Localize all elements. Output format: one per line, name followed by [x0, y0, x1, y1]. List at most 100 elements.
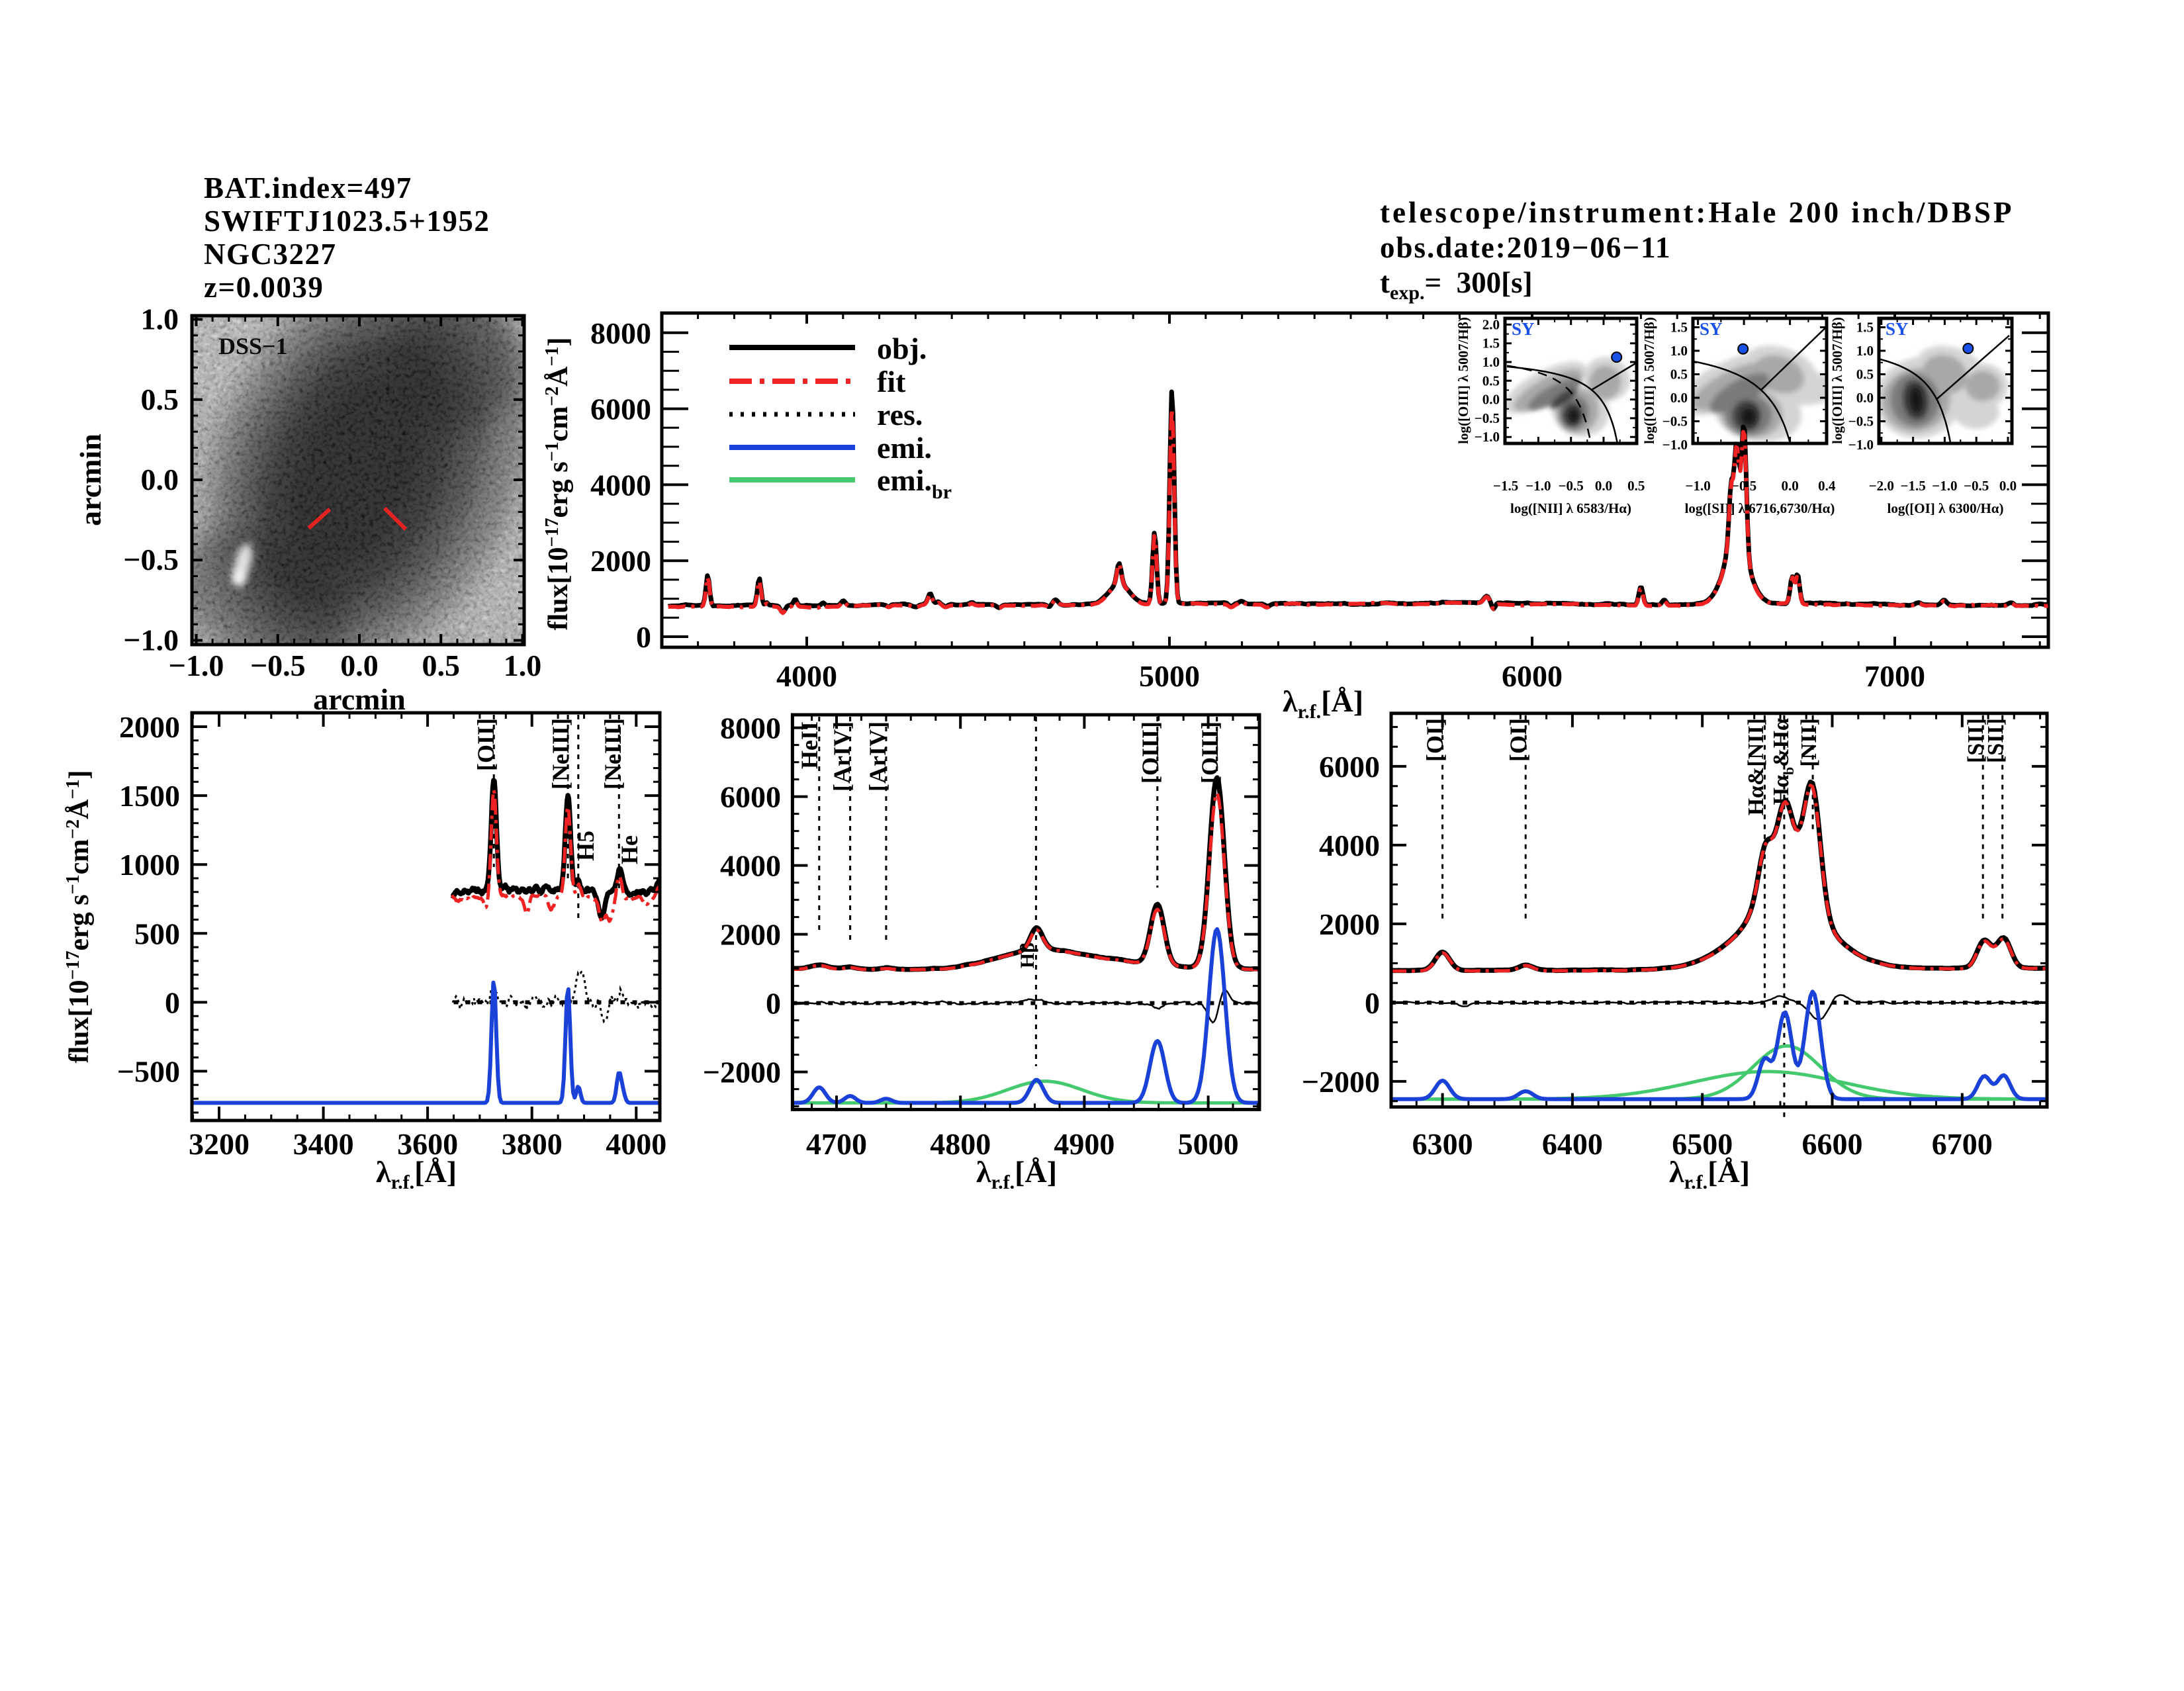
svg-text:0: 0: [165, 985, 180, 1019]
svg-text:8000: 8000: [590, 316, 651, 350]
svg-text:0.5: 0.5: [1627, 478, 1645, 494]
svg-text:6600: 6600: [1802, 1127, 1863, 1161]
svg-text:6500: 6500: [1672, 1127, 1733, 1161]
svg-text:0.5: 0.5: [1482, 373, 1500, 388]
svg-text:λr.f.[Å]: λr.f.[Å]: [976, 1155, 1057, 1193]
svg-text:3800: 3800: [502, 1127, 563, 1161]
svg-text:log([SII] λ 6716,6730/Hα): log([SII] λ 6716,6730/Hα): [1685, 500, 1835, 516]
svg-text:6000: 6000: [1319, 750, 1380, 784]
svg-text:−1.0: −1.0: [1685, 478, 1710, 494]
svg-text:DSS−1: DSS−1: [218, 333, 288, 359]
svg-text:λr.f.[Å]: λr.f.[Å]: [376, 1155, 457, 1193]
svg-text:−0.5: −0.5: [1848, 414, 1874, 430]
svg-text:−1.0: −1.0: [1525, 478, 1551, 494]
svg-text:−0.5: −0.5: [1731, 478, 1756, 494]
svg-text:4000: 4000: [776, 659, 837, 693]
svg-text:0: 0: [636, 620, 651, 654]
svg-text:7000: 7000: [1864, 659, 1925, 693]
svg-text:1.0: 1.0: [141, 302, 179, 336]
svg-text:8000: 8000: [720, 711, 781, 745]
svg-text:−0.5: −0.5: [1662, 414, 1688, 430]
svg-text:[OIII]: [OIII]: [1137, 721, 1163, 784]
svg-text:6700: 6700: [1932, 1127, 1993, 1161]
svg-text:1.0: 1.0: [1482, 354, 1500, 370]
svg-text:3400: 3400: [293, 1127, 354, 1161]
svg-text:emi.: emi.: [877, 431, 932, 465]
svg-text:−0.5: −0.5: [250, 649, 306, 682]
svg-text:−0.5: −0.5: [1559, 478, 1584, 494]
svg-text:−1.0: −1.0: [1662, 437, 1688, 453]
svg-text:0.0: 0.0: [1856, 390, 1874, 406]
svg-text:Hαb&Hα: Hαb&Hα: [1769, 718, 1797, 805]
svg-text:[ArIV]: [ArIV]: [864, 721, 891, 792]
svg-text:[SII]: [SII]: [1983, 718, 2008, 763]
svg-text:He: He: [616, 835, 643, 864]
svg-text:6400: 6400: [1542, 1127, 1603, 1161]
svg-text:−2.0: −2.0: [1869, 478, 1894, 494]
svg-text:4800: 4800: [930, 1127, 991, 1161]
svg-text:log([OIII] λ 5007/Hβ): log([OIII] λ 5007/Hβ): [1455, 317, 1471, 444]
svg-text:0.0: 0.0: [1999, 478, 2017, 494]
svg-text:[ArIV]: [ArIV]: [829, 721, 855, 792]
svg-text:2000: 2000: [119, 710, 180, 744]
svg-text:λr.f.[Å]: λr.f.[Å]: [1669, 1155, 1750, 1193]
svg-text:5000: 5000: [1178, 1127, 1239, 1161]
svg-text:0.0: 0.0: [1482, 392, 1500, 408]
svg-text:2000: 2000: [1319, 907, 1380, 941]
svg-text:NGC3227: NGC3227: [204, 238, 337, 271]
svg-text:4000: 4000: [590, 468, 651, 502]
svg-text:−2000: −2000: [703, 1056, 781, 1089]
svg-text:−0.5: −0.5: [1475, 410, 1500, 426]
svg-text:1000: 1000: [119, 848, 180, 882]
svg-text:log([OI] λ 6300/Hα): log([OI] λ 6300/Hα): [1887, 500, 2003, 516]
svg-text:[OI]: [OI]: [1505, 718, 1531, 762]
svg-text:−500: −500: [117, 1055, 180, 1089]
svg-text:6000: 6000: [590, 392, 651, 426]
svg-text:arcmin: arcmin: [73, 434, 107, 526]
svg-text:1.0: 1.0: [1856, 343, 1874, 359]
svg-text:0.5: 0.5: [141, 383, 179, 416]
svg-text:HeII: HeII: [796, 721, 823, 769]
svg-text:−1.0: −1.0: [169, 649, 224, 682]
svg-text:[NeIII]: [NeIII]: [547, 718, 574, 790]
svg-text:SWIFTJ1023.5+1952: SWIFTJ1023.5+1952: [204, 205, 490, 238]
svg-text:log([OIII] λ 5007/Hβ): log([OIII] λ 5007/Hβ): [1829, 317, 1845, 444]
svg-text:0.5: 0.5: [1670, 367, 1688, 383]
svg-text:Hα&[NII]: Hα&[NII]: [1744, 718, 1768, 815]
svg-text:2.0: 2.0: [1482, 316, 1500, 332]
svg-text:2000: 2000: [590, 544, 651, 578]
svg-text:log([OIII] λ 5007/Hβ): log([OIII] λ 5007/Hβ): [1641, 317, 1657, 444]
svg-text:−1.5: −1.5: [1493, 478, 1518, 494]
svg-text:500: 500: [134, 917, 180, 950]
svg-text:0: 0: [1365, 986, 1380, 1020]
svg-text:fit: fit: [877, 365, 906, 398]
svg-text:2000: 2000: [720, 918, 781, 952]
svg-text:1.0: 1.0: [1670, 343, 1688, 359]
svg-text:−1.5: −1.5: [1900, 478, 1925, 494]
svg-text:4900: 4900: [1054, 1127, 1115, 1161]
svg-text:6000: 6000: [1502, 659, 1563, 693]
svg-text:6000: 6000: [720, 780, 781, 814]
svg-text:0.0: 0.0: [141, 463, 179, 496]
svg-text:4000: 4000: [720, 849, 781, 883]
svg-text:1500: 1500: [119, 779, 180, 813]
svg-text:[NII]: [NII]: [1797, 718, 1821, 767]
svg-text:flux[10−17erg s−1cm−2Å−1]: flux[10−17erg s−1cm−2Å−1]: [542, 338, 574, 631]
svg-text:0.0: 0.0: [1595, 478, 1612, 494]
svg-text:5000: 5000: [1139, 659, 1200, 693]
svg-text:0.0: 0.0: [1781, 478, 1798, 494]
svg-text:0.0: 0.0: [340, 649, 379, 682]
svg-text:flux[10−17erg s−1cm−2Å−1]: flux[10−17erg s−1cm−2Å−1]: [63, 770, 95, 1064]
svg-text:[NeIII]: [NeIII]: [600, 718, 626, 790]
svg-text:1.5: 1.5: [1670, 320, 1688, 336]
svg-text:log([NII] λ 6583/Hα): log([NII] λ 6583/Hα): [1510, 500, 1631, 516]
svg-text:0.5: 0.5: [422, 649, 460, 682]
svg-text:4700: 4700: [806, 1127, 867, 1161]
svg-text:4000: 4000: [606, 1127, 666, 1161]
svg-text:BAT.index=497: BAT.index=497: [204, 171, 412, 205]
svg-text:[OI]: [OI]: [1422, 718, 1448, 762]
svg-text:−1.0: −1.0: [1932, 478, 1957, 494]
svg-text:obj.: obj.: [877, 332, 927, 365]
svg-text:[OII]: [OII]: [473, 718, 499, 771]
svg-text:1.5: 1.5: [1856, 320, 1874, 336]
